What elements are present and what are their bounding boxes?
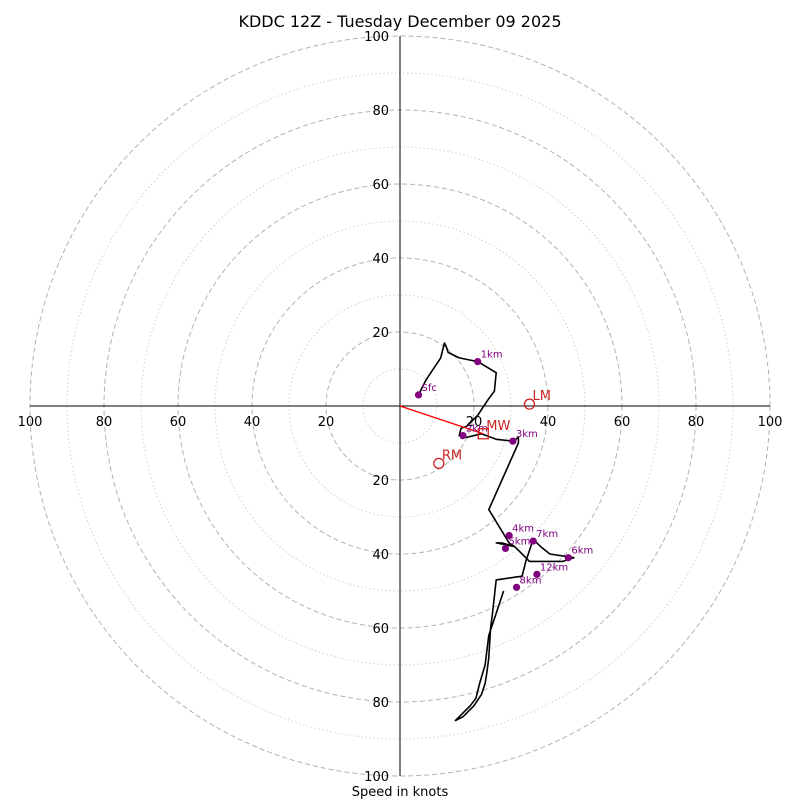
height-marker-2km xyxy=(459,432,467,440)
height-marker-1km xyxy=(474,358,482,366)
x-tick-label: 20 xyxy=(466,415,483,430)
height-label-12km: 12km xyxy=(540,562,568,573)
x-tick-label: 60 xyxy=(170,415,187,430)
y-tick-label: 60 xyxy=(372,178,389,193)
x-tick-label: 20 xyxy=(318,415,335,430)
storm-motion-rm xyxy=(433,457,445,470)
height-marker-3km xyxy=(509,437,517,445)
x-tick-label: 80 xyxy=(96,415,113,430)
y-tick-label: 100 xyxy=(364,770,389,785)
storm-motion-label-mw: MW xyxy=(486,419,510,434)
height-marker-sfc xyxy=(414,391,423,399)
x-tick-label: 60 xyxy=(614,415,631,430)
height-marker-5km xyxy=(501,544,510,553)
x-tick-label: 80 xyxy=(688,415,705,430)
height-marker-6km xyxy=(564,554,572,562)
y-tick-label: 20 xyxy=(372,474,389,489)
height-marker-7km xyxy=(529,537,537,545)
x-tick-label: 100 xyxy=(758,415,783,430)
chart-title: KDDC 12Z - Tuesday December 09 2025 xyxy=(238,12,561,31)
height-label-3km: 3km xyxy=(516,429,538,440)
y-tick-label: 40 xyxy=(372,252,389,267)
storm-motion-markers: LM MW RM xyxy=(433,389,551,470)
x-tick-label: 40 xyxy=(244,415,261,430)
hodograph-trace xyxy=(417,342,575,722)
height-marker-12km xyxy=(533,570,541,578)
y-tick-label: 80 xyxy=(372,104,389,119)
height-label-8km: 8km xyxy=(520,575,542,586)
height-label-1km: 1km xyxy=(481,350,503,361)
storm-motion-label-lm: LM xyxy=(533,389,551,404)
height-label-6km: 6km xyxy=(571,546,593,557)
x-tick-label: 40 xyxy=(540,415,557,430)
y-tick-label: 80 xyxy=(372,696,389,711)
y-tick-label: 20 xyxy=(372,326,389,341)
tick-labels: 100 80 60 40 20 20 40 60 80 100 20 40 60 80 100 20 40 60 8… xyxy=(18,30,783,785)
y-tick-label: 100 xyxy=(364,30,389,45)
y-tick-label: 40 xyxy=(372,548,389,563)
storm-motion-lm xyxy=(523,398,536,410)
height-label-4km: 4km xyxy=(512,524,534,535)
height-marker-4km xyxy=(505,531,513,540)
shear-vector-group xyxy=(399,405,484,435)
x-axis-label: Speed in knots xyxy=(352,785,449,800)
shear-vector xyxy=(399,405,484,435)
height-label-sfc: Sfc xyxy=(422,383,437,394)
height-marker-8km xyxy=(512,583,521,591)
hodograph-trace-group xyxy=(417,342,575,722)
height-label-7km: 7km xyxy=(536,529,558,540)
y-tick-label: 60 xyxy=(372,622,389,637)
height-label-2km: 2km xyxy=(466,424,488,435)
storm-motion-label-rm: RM xyxy=(442,448,462,463)
height-label-5km: 5km xyxy=(508,536,530,547)
x-tick-label: 100 xyxy=(18,415,43,430)
storm-motion-mw xyxy=(477,428,489,440)
